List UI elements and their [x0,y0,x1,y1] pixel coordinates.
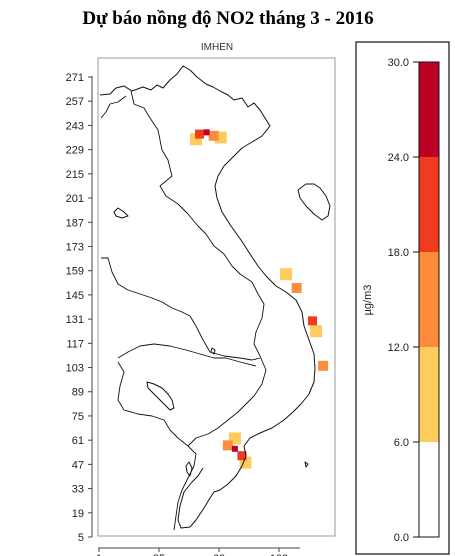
colorbar-bins [418,61,440,538]
y-tick-label: 5 [78,532,84,544]
hainan-island [297,183,331,221]
y-tick-label: 103 [66,363,84,375]
y-tick-label: 201 [66,193,84,205]
y-tick-label: 187 [66,217,84,229]
heat-cell [203,129,210,136]
border-laos-thailand [101,257,261,361]
colorbar-bin [419,157,439,252]
x-tick-label: 69 [213,553,225,556]
border-cambodia [117,343,257,367]
heat-cells [190,129,329,469]
x-tick-label: 1 [96,553,102,556]
y-tick-label: 131 [66,314,84,326]
coastline [99,65,316,529]
y-tick-label: 173 [66,241,84,253]
colorbar-tick-label: 0.0 [394,532,409,544]
chart-subtitle: IMHEN [201,42,233,53]
colorbar-tick-label: 12.0 [388,342,409,354]
y-tick-label: 243 [66,120,84,132]
colorbar-bin [419,442,439,537]
y-tick-label: 229 [66,145,84,157]
border-thailand-cambodia [117,361,197,531]
heat-cell [195,129,205,139]
chart-title: Dự báo nồng độ NO2 tháng 3 - 2016 [82,8,373,29]
map-panel [97,57,336,537]
tonle-sap-lake [146,381,175,411]
colorbar-bin [419,62,439,157]
colorbar-bin [419,252,439,347]
heat-cell [222,440,233,451]
y-tick-label: 47 [72,459,84,471]
heat-cell [308,316,318,326]
phu-quoc-island [185,461,193,477]
heat-cell [291,282,302,293]
y-tick-label: 145 [66,290,84,302]
island-west [113,207,129,219]
map-outlines [99,65,331,531]
colorbar-outline [418,61,440,538]
y-tick-label: 89 [72,387,84,399]
y-tick-label: 215 [66,169,84,181]
y-tick-label: 61 [72,435,84,447]
y-tick-label: 117 [66,338,84,350]
y-axis-ticks: 5 19 33 47 61 75 89 103 117 131 145 159 173 187 201 215… [66,72,92,544]
colorbar-tick-label: 6.0 [394,437,409,449]
con-dao-island [304,461,309,468]
border-vietnam-laos [130,90,267,447]
heat-cell [237,451,247,461]
heat-cell [280,268,293,281]
y-tick-label: 257 [66,96,84,108]
coast-fragment [210,347,216,355]
y-tick-label: 159 [66,266,84,278]
thailand-west-border [100,95,127,119]
heat-cell [231,445,238,452]
heat-cell [318,360,329,371]
colorbar-tick-label: 30.0 [388,57,409,69]
y-tick-label: 33 [72,484,84,496]
x-tick-label: 35 [153,553,165,556]
colorbar-tick-label: 24.0 [388,152,409,164]
colorbar-unit-label: µg/m3 [362,285,374,316]
colorbar-ticks: 0.0 6.0 12.0 18.0 24.0 30.0 [388,57,419,544]
colorbar-bin [419,347,439,442]
y-tick-label: 75 [72,411,84,423]
y-tick-label: 271 [66,72,84,84]
x-axis-ticks: 1 35 69 103 [96,548,288,556]
colorbar-tick-label: 18.0 [388,247,409,259]
y-tick-label: 19 [72,508,84,520]
x-tick-label: 103 [270,553,288,556]
heat-cell [310,325,323,338]
heat-cell [208,130,219,141]
